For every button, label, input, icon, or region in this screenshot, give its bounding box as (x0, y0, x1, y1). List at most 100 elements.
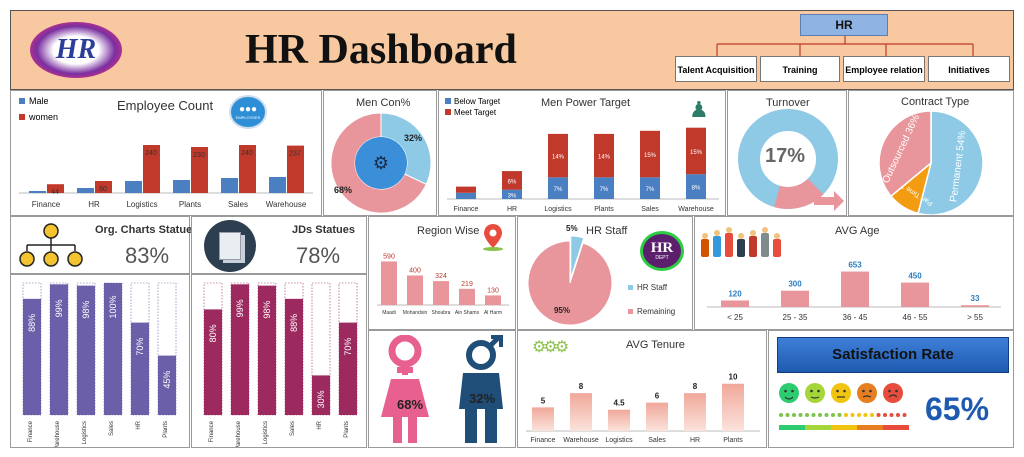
employees-icon-label: EMPLOYEES (235, 114, 261, 120)
data-label: 30% (316, 390, 326, 408)
org-chart-icon (15, 221, 87, 276)
face-icon (805, 383, 825, 403)
face-eye (862, 389, 865, 393)
female-icon (381, 335, 429, 443)
person-icon (749, 236, 757, 257)
rating-dot (805, 413, 809, 417)
hr-staff-pie: 5% 95% (527, 224, 613, 326)
rating-dot (850, 413, 855, 417)
men-percent: 32% (469, 391, 496, 406)
data-label: 8% (692, 186, 701, 192)
tick-label: Finance (209, 420, 215, 442)
rating-dot (785, 413, 790, 417)
org-status-chart: 88% Finance 99% Warehouse 98% Logistics 100% Sa… (22, 282, 177, 447)
bar-women-hr (95, 181, 112, 193)
avg-tenure-panel: ⚙⚙⚙ AVG Tenure 5 Finance 8 Warehouse 4.5 Logi… (517, 330, 767, 448)
bar-meet-target (594, 133, 614, 178)
bar-meet-target (686, 127, 706, 175)
data-label: 450 (908, 272, 922, 281)
women-percent: 68% (397, 397, 424, 412)
tick-label: HR (136, 420, 142, 429)
tick-label: Sales (228, 200, 248, 209)
data-label: 400 (409, 267, 421, 274)
age-bar (841, 271, 869, 307)
age-bar (901, 282, 929, 307)
data-label: 88% (289, 314, 299, 332)
turnover-value: 17% (765, 145, 806, 167)
satisfaction-faces (779, 383, 909, 430)
tenure-bar (684, 393, 706, 431)
employee-count-legend: Male women (19, 96, 58, 122)
tick-label: Ain Shams (455, 310, 480, 316)
tick-label: Logistics (544, 206, 572, 213)
tick-label: Plants (179, 200, 201, 209)
jd-bar (231, 284, 249, 415)
person-icon (774, 233, 780, 239)
hr-staff-title: HR Staff (586, 225, 628, 237)
region-panel: Region Wise 590 Maadi 400 Mohandsin 324 Shoub… (368, 216, 516, 330)
person-icon (714, 230, 720, 236)
bar-male-plants (173, 180, 190, 193)
tick-label: Plants (163, 421, 169, 438)
face-mouth (810, 396, 820, 399)
data-label: 10 (729, 373, 738, 382)
tick-label: Shoubra (432, 310, 451, 316)
face-icon (857, 383, 877, 403)
rating-dot (863, 413, 868, 417)
rating-scale-segment (831, 425, 857, 430)
gender-panel: 68% 32% (368, 330, 516, 448)
tick-label: Warehouse (55, 420, 61, 447)
data-label: 5 (541, 396, 546, 405)
tick-label: Al Harm (484, 310, 502, 316)
avg-age-title: AVG Age (835, 225, 880, 237)
bar-women-sales (239, 145, 256, 193)
rating-scale-segment (883, 425, 909, 430)
legend-women: women (19, 112, 58, 122)
tick-label: 46 - 55 (903, 313, 928, 322)
map-pin-icon (481, 222, 503, 251)
tick-label: Maadi (382, 310, 396, 316)
data-label: 15% (690, 150, 703, 156)
data-label: 70% (343, 338, 353, 356)
bar-women-logistics (143, 145, 160, 193)
tenure-bar (570, 393, 592, 431)
bar-women-warehouse (287, 145, 304, 193)
tick-label: Logistics (126, 200, 157, 209)
person-icon (738, 233, 744, 239)
tick-label: Plants (344, 421, 350, 438)
bar-meet-target (548, 133, 568, 178)
region-bar (485, 295, 501, 305)
tick-label: Plants (594, 206, 614, 213)
rating-dot (902, 413, 907, 417)
gear-icon: ⚙ (373, 153, 389, 173)
hr-dept-badge: HR DEPT (640, 231, 684, 271)
face-icon (779, 383, 799, 403)
person-icon (713, 236, 721, 257)
pie-slice-permanent (917, 110, 984, 215)
tick-label: Plants (723, 437, 743, 444)
tick-label: Logistics (605, 437, 633, 444)
hr-staff-legend: HR Staff Remaining (628, 283, 675, 316)
jds-value: 78% (296, 243, 341, 268)
data-label: 230 (193, 152, 205, 159)
data-label: 590 (383, 253, 395, 260)
men-power-title: Men Power Target (541, 97, 631, 109)
data-label: 219 (461, 281, 473, 288)
data-label: 88% (27, 314, 37, 332)
turnover-panel: Turnover 17% (727, 90, 847, 216)
men-power-panel: Men Power Target Below Target Meet Targe… (438, 90, 726, 216)
men-con-panel: Men Con% ⚙ 32% 68% (323, 90, 437, 216)
gears-center-icon (355, 137, 407, 189)
tick-label: 36 - 45 (843, 313, 868, 322)
rating-dot (883, 413, 887, 417)
employee-count-panel: Employee Count Male women ●●● EMPLOYEES … (10, 90, 322, 216)
data-label: 324 (435, 273, 447, 280)
jd-status-chart: 80% Finance 99% Warehouse 98% Logistics 88% Sal… (203, 282, 358, 447)
bar-meet-target (456, 186, 476, 193)
tick-label: 25 - 35 (783, 313, 808, 322)
jds-panel: JDs Statues 78% (191, 216, 367, 274)
tick-label: Sales (109, 421, 115, 436)
data-label: 6 (655, 392, 660, 401)
rating-scale-segment (805, 425, 831, 430)
org-bar (50, 284, 68, 415)
